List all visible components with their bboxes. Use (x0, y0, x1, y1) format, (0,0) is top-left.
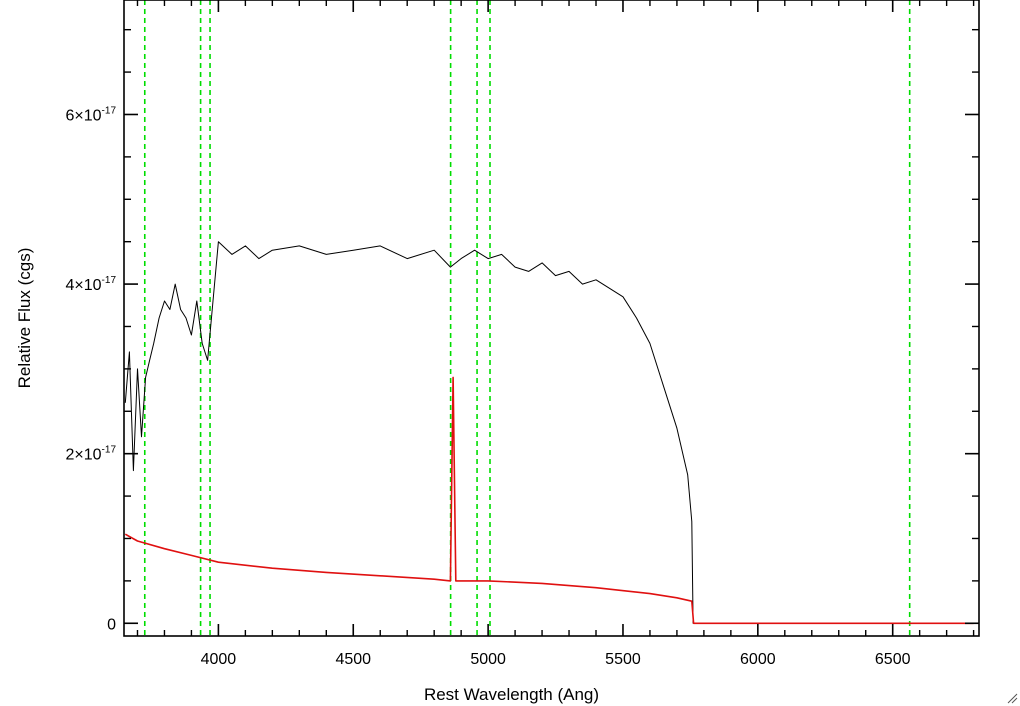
x-tick-label: 6500 (875, 651, 911, 668)
axis-ticks (124, 0, 979, 636)
x-axis-title: Rest Wavelength (Ang) (424, 685, 599, 704)
x-tick-label: 6000 (740, 651, 776, 668)
x-tick-label: 5000 (470, 651, 506, 668)
emission-line-markers (143, 0, 911, 636)
y-axis-title: Relative Flux (cgs) (15, 248, 34, 389)
x-tick-label: 4500 (335, 651, 371, 668)
flux-series-line (124, 241, 974, 624)
y-tick-label: 6×10-17 (66, 105, 117, 124)
x-tick-label: 5500 (605, 651, 641, 668)
resize-grip-icon[interactable] (1006, 692, 1018, 704)
x-tick-labels: 4000 4500 5000 5500 6000 6500 (201, 651, 911, 668)
data-series (124, 241, 974, 625)
x-tick-label: 4000 (201, 651, 237, 668)
y-tick-labels: 0 2×10-17 4×10-17 6×10-17 (66, 105, 117, 633)
y-tick-label: 2×10-17 (66, 445, 117, 464)
plot-frame (123, 0, 980, 637)
y-tick-label: 4×10-17 (66, 275, 117, 294)
error-series-line (124, 376, 974, 625)
y-tick-label: 0 (107, 616, 116, 633)
